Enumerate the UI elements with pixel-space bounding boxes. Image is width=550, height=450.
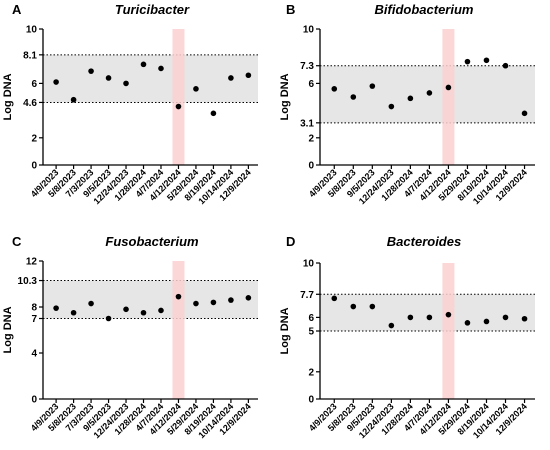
y-tick-label: 2	[308, 133, 314, 144]
data-point	[445, 84, 452, 91]
data-point	[350, 303, 357, 310]
y-tick-label: 7.7	[300, 290, 314, 301]
data-point	[483, 318, 490, 325]
panel-letter: B	[286, 2, 295, 17]
data-point	[388, 322, 395, 329]
data-point	[193, 300, 199, 307]
data-point	[245, 295, 252, 301]
y-tick-label: 6	[308, 313, 314, 324]
y-tick-label: 5	[308, 327, 314, 338]
y-tick-label: 2	[31, 133, 37, 144]
panel-title: Fusobacterium	[105, 234, 199, 249]
data-point	[105, 315, 112, 322]
data-point	[228, 297, 234, 303]
y-axis-label: Log DNA	[2, 73, 14, 120]
y-tick-label: 6	[308, 79, 314, 90]
y-tick-label: 0	[308, 395, 314, 406]
event-highlight	[442, 263, 455, 399]
event-highlight	[172, 29, 185, 165]
data-point	[123, 80, 129, 87]
panel-title: Bifidobacterium	[375, 2, 474, 17]
data-point	[70, 96, 77, 103]
data-point	[521, 110, 528, 117]
data-point	[426, 90, 433, 96]
event-highlight	[172, 261, 185, 399]
data-point	[331, 86, 338, 92]
reference-band	[320, 294, 535, 331]
data-point	[483, 57, 490, 64]
data-point	[105, 75, 112, 81]
y-tick-label: 7.3	[300, 61, 314, 72]
panel-letter: D	[286, 234, 295, 249]
y-tick-label: 4.6	[23, 98, 37, 109]
y-tick-label: 10	[303, 259, 315, 270]
y-tick-label: 8.1	[23, 50, 37, 61]
panel-a: 024.668.1104/9/20235/8/20237/3/20239/5/2…	[2, 2, 258, 206]
data-point	[123, 306, 129, 313]
data-point	[53, 305, 59, 311]
data-point	[210, 299, 217, 306]
data-point	[350, 94, 357, 100]
y-tick-label: 4	[31, 349, 37, 360]
data-point	[228, 75, 234, 81]
y-tick-label: 0	[31, 395, 37, 406]
data-point	[521, 315, 528, 322]
panel-c: 047810.3124/9/20235/8/20237/3/20239/5/20…	[2, 234, 258, 440]
data-point	[245, 72, 252, 79]
y-tick-label: 12	[26, 257, 38, 268]
data-point	[407, 95, 414, 102]
data-point	[158, 65, 164, 72]
panel-title: Bacteroides	[387, 234, 461, 249]
data-point	[407, 314, 414, 321]
data-point	[193, 86, 199, 92]
panel-letter: A	[12, 2, 22, 17]
data-point	[369, 83, 376, 89]
y-axis-label: Log DNA	[279, 73, 291, 120]
data-point	[88, 68, 94, 74]
data-point	[140, 61, 147, 68]
data-point	[388, 103, 395, 110]
data-point	[210, 110, 217, 117]
data-point	[70, 309, 77, 316]
data-point	[502, 314, 509, 321]
reference-band	[43, 280, 258, 319]
data-point	[502, 62, 509, 69]
data-point	[88, 300, 94, 307]
data-point	[464, 320, 471, 326]
y-tick-label: 0	[308, 161, 314, 172]
data-point	[53, 79, 59, 85]
data-point	[175, 293, 182, 300]
y-tick-label: 6	[31, 79, 37, 90]
data-point	[175, 103, 182, 110]
y-tick-label: 10.3	[18, 276, 38, 287]
data-point	[369, 303, 376, 310]
panel-title: Turicibacter	[115, 2, 190, 17]
data-point	[464, 58, 471, 65]
y-tick-label: 3.1	[300, 118, 314, 129]
y-tick-label: 0	[31, 161, 37, 172]
y-tick-label: 7	[31, 314, 37, 325]
panel-d: 02567.7104/9/20235/8/20239/5/202312/24/2…	[279, 234, 535, 440]
y-tick-label: 10	[303, 25, 315, 36]
y-axis-label: Log DNA	[279, 307, 291, 354]
panel-letter: C	[12, 234, 22, 249]
data-point	[158, 307, 164, 314]
y-tick-label: 2	[308, 367, 314, 378]
y-tick-label: 8	[31, 303, 37, 314]
data-point	[140, 309, 147, 316]
event-highlight	[442, 29, 455, 165]
y-tick-label: 10	[26, 25, 38, 36]
y-axis-label: Log DNA	[2, 306, 14, 353]
data-point	[426, 314, 433, 321]
panel-b: 023.167.3104/9/20235/8/20239/5/202312/24…	[279, 2, 535, 206]
data-point	[445, 311, 452, 318]
data-point	[331, 295, 338, 302]
reference-band	[43, 54, 258, 103]
